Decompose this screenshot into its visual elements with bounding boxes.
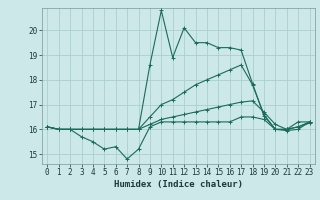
X-axis label: Humidex (Indice chaleur): Humidex (Indice chaleur) — [114, 180, 243, 189]
